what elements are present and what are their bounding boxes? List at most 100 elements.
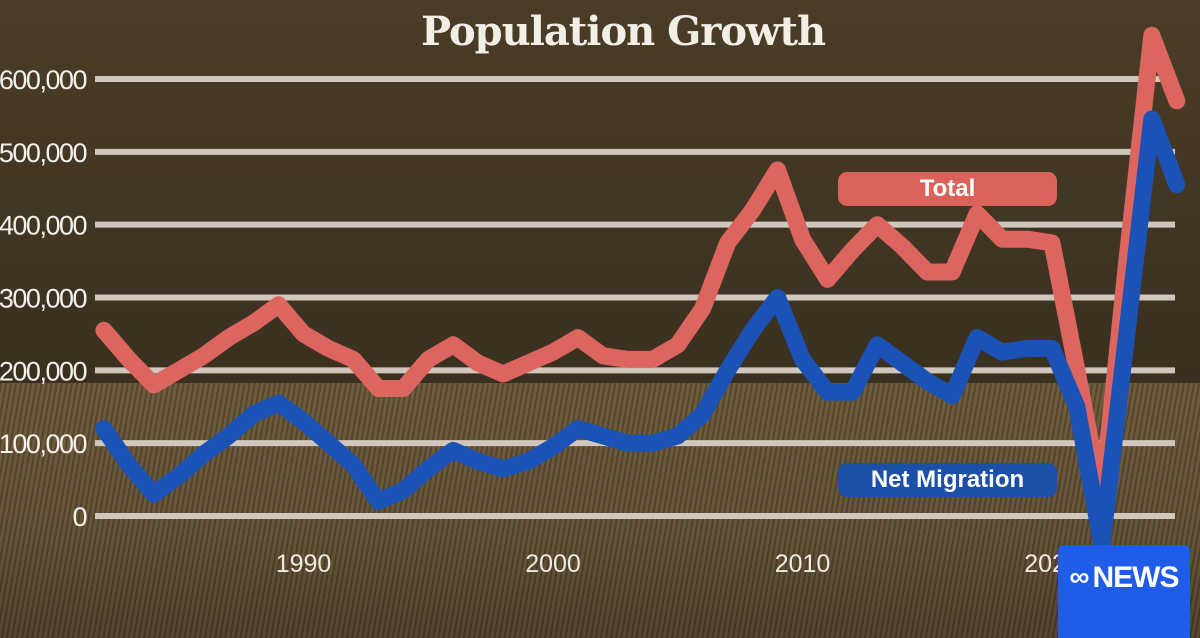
data-point [178, 475, 180, 477]
data-point [552, 351, 554, 353]
data-point [777, 169, 779, 171]
data-point [951, 395, 953, 397]
x-tick-label: 1990 [276, 550, 332, 578]
data-point [552, 446, 554, 448]
data-point [577, 337, 579, 339]
data-point [303, 420, 304, 422]
y-tick-label: 300,000 [0, 284, 86, 314]
data-point [203, 355, 205, 357]
y-tick-label: 200,000 [0, 356, 86, 386]
data-point [128, 464, 130, 466]
data-point [527, 362, 529, 364]
data-point [926, 271, 928, 273]
data-point [1126, 333, 1128, 335]
data-point [402, 490, 404, 492]
data-point [851, 391, 853, 393]
data-point [327, 442, 329, 444]
data-point [1076, 406, 1078, 408]
data-point [727, 242, 729, 244]
data-point [103, 329, 105, 331]
data-point [1026, 238, 1028, 240]
data-point [602, 435, 604, 437]
data-point [477, 460, 479, 462]
data-point [677, 344, 679, 346]
legend-net-migration: Net Migration [838, 463, 1057, 497]
data-point [826, 391, 828, 393]
data-point [278, 304, 280, 306]
chart-title: Population Growth [420, 8, 826, 55]
data-point [153, 384, 155, 386]
data-point [502, 373, 504, 375]
data-point [1076, 369, 1078, 371]
data-point [203, 453, 205, 455]
data-point [1026, 347, 1028, 349]
data-point [752, 209, 754, 211]
data-point [352, 358, 354, 360]
data-point [577, 428, 579, 430]
y-tick-label: 400,000 [0, 211, 86, 241]
data-point [926, 380, 928, 382]
data-point [1001, 238, 1003, 240]
data-point [627, 358, 629, 360]
data-point [876, 224, 878, 226]
data-point [627, 442, 629, 444]
data-point [652, 442, 654, 444]
abc-news-badge: ∞ NEWS [1058, 545, 1190, 638]
data-point [901, 246, 903, 248]
legend-total: Total [838, 172, 1057, 206]
data-point [1151, 34, 1153, 36]
data-point [427, 468, 429, 470]
data-point [951, 271, 953, 273]
y-tick-label: 0 [72, 502, 86, 532]
data-point [452, 344, 454, 346]
data-point [1051, 242, 1053, 244]
abc-logo-icon: ∞ [1069, 561, 1090, 592]
data-point [727, 369, 729, 371]
data-point [602, 355, 604, 357]
data-point [377, 388, 379, 390]
data-point [502, 468, 504, 470]
data-point [427, 358, 429, 360]
y-tick-label: 600,000 [0, 65, 86, 95]
data-point [228, 337, 230, 339]
data-point [153, 493, 155, 495]
data-point [352, 464, 354, 466]
data-point [1001, 351, 1003, 353]
data-point [976, 337, 978, 339]
data-point [652, 358, 654, 360]
data-point [377, 500, 379, 502]
data-point [452, 449, 454, 451]
data-point [1051, 347, 1053, 349]
data-point [702, 307, 704, 309]
x-tick-label: 2000 [525, 550, 581, 578]
data-point [702, 413, 704, 415]
data-point [253, 322, 255, 324]
data-point [477, 362, 479, 364]
data-point [1176, 100, 1178, 102]
x-tick-label: 2010 [775, 550, 831, 578]
series-line-total [95, 26, 1186, 510]
news-logo-text: NEWS [1092, 561, 1179, 594]
data-point [802, 238, 803, 240]
data-point [901, 362, 903, 364]
data-point [976, 213, 978, 215]
data-point [677, 435, 679, 437]
data-point [752, 329, 754, 331]
floor-background [0, 383, 1200, 638]
data-point [876, 344, 878, 346]
data-point [228, 435, 230, 437]
data-point [1176, 184, 1178, 186]
data-point [1151, 118, 1153, 120]
data-point [303, 333, 304, 335]
data-point [802, 358, 803, 360]
series-line-net-migration [95, 110, 1186, 554]
data-point [253, 413, 255, 415]
data-point [178, 369, 180, 371]
data-point [527, 460, 529, 462]
data-point [128, 358, 130, 360]
data-point [777, 297, 779, 298]
y-tick-label: 500,000 [0, 138, 86, 168]
data-point [327, 347, 329, 349]
y-tick-label: 100,000 [0, 429, 86, 459]
